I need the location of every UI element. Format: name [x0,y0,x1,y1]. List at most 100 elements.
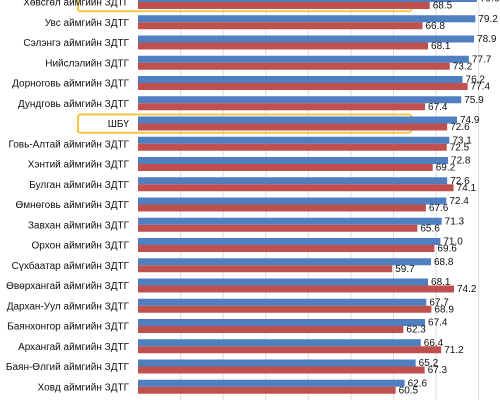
bar [138,35,475,43]
bar [138,245,435,252]
bar [138,116,457,124]
value-label: 71.2 [444,345,464,356]
value-label: 68.5 [433,1,453,12]
bar [138,164,433,171]
value-label: 72.6 [450,122,470,133]
value-label: 72.4 [449,196,469,207]
labels: Хөвсгөл аймгийн ЗДТГ 79.6 68.5 Увс аймгийн … [6,0,500,396]
bar [138,326,404,333]
bar [138,197,447,205]
value-label: 74.2 [457,284,477,295]
category-label: Нийслэлийн ЗДТГ [45,58,129,69]
bar [138,366,425,374]
value-label: 67.4 [428,318,448,329]
value-label: 66.8 [425,21,445,32]
value-label: 69.6 [437,244,457,255]
value-label: 77.7 [472,54,492,65]
value-label: 79.6 [480,0,500,5]
value-label: 67.6 [429,203,449,214]
category-label: Увс аймгийн ЗДТГ [45,18,130,29]
category-label: Сэлэнгэ аймгийн ЗДТГ [23,38,129,49]
category-label: Хэнтий аймгийн ЗДТГ [28,160,130,171]
bar [138,359,416,367]
bar [138,136,450,144]
value-label: 79.2 [478,14,498,25]
category-label: Өвөрхангай аймгийн ЗДТГ [6,281,129,292]
value-label: 73.2 [453,61,473,72]
category-label: Өмнөговь аймгийн ЗДТГ [15,200,129,211]
bar [138,177,448,185]
bar [138,0,478,2]
value-label: 65.6 [420,223,440,234]
category-label: Дархан-Уул аймгийн ЗДТГ [7,301,130,312]
value-label: 68.8 [434,257,454,268]
category-label: Баян-Өлгий аймгийн ЗДТГ [6,362,130,373]
bar [138,386,396,394]
value-label: 60.5 [399,385,419,396]
category-label: ШБҮ [108,119,130,130]
category-label: Говь-Алтай аймгийн ЗДТГ [8,139,129,150]
value-label: 78.9 [477,34,497,45]
value-label: 65.2 [419,358,439,369]
value-label: 68.9 [434,304,454,315]
category-label: Завхан аймгийн ЗДТГ [28,220,130,231]
bar [138,305,432,313]
bar [138,346,442,354]
bar [138,76,463,83]
bar [138,55,469,63]
bar [138,143,447,151]
value-label: 71.0 [443,237,463,248]
category-label: Архангай аймгийн ЗДТГ [18,342,130,353]
value-label: 62.6 [408,378,428,389]
bar [138,83,468,90]
bar [138,96,462,104]
value-label: 68.1 [431,41,451,52]
value-label: 72.6 [450,176,470,187]
value-label: 68.1 [431,277,451,288]
bar [138,265,393,273]
category-label: Булган аймгийн ЗДТГ [29,180,129,191]
value-label: 62.3 [406,325,426,336]
category-label: Дундговь аймгийн ЗДТГ [18,99,130,110]
bar [138,224,418,232]
category-label: Сүхбаатар аймгийн ЗДТГ [12,260,130,272]
value-label: 74.1 [457,183,477,194]
bar [138,123,448,131]
bar [138,339,421,347]
bars [138,0,478,394]
bar [138,217,442,225]
bar [138,2,430,9]
value-label: 67.7 [429,297,449,308]
value-label: 72.5 [450,142,470,153]
value-label: 72.8 [451,156,471,167]
value-label: 59.7 [395,264,415,275]
category-label: Орхон аймгийн ЗДТГ [32,241,130,252]
bar [138,184,454,192]
category-label: Хөвсгөл аймгийн ЗДТГ [23,0,129,9]
value-label: 69.2 [436,163,456,174]
value-label: 71.3 [445,216,465,227]
bar [138,319,426,326]
bar [138,238,441,245]
bar [138,22,423,30]
category-label: Баянхонгор аймгийн ЗДТГ [7,322,129,333]
value-label: 75.9 [464,95,484,106]
bar [138,157,449,164]
value-label: 66.4 [424,338,444,349]
bar [138,42,429,50]
value-label: 76.2 [466,75,486,86]
value-label: 74.9 [460,115,480,126]
category-label: Ховд аймгийн ЗДТГ [38,382,130,393]
bar [138,204,426,212]
value-label: 67.4 [428,102,448,113]
value-label: 73.1 [452,135,472,146]
value-label: 77.4 [471,82,491,93]
bar [138,103,426,111]
bar [138,379,405,387]
value-label: 67.3 [428,365,448,376]
bar [138,285,455,293]
category-label: Дорноговь аймгийн ЗДТГ [12,79,129,90]
bar [138,278,429,286]
bar [138,15,476,23]
